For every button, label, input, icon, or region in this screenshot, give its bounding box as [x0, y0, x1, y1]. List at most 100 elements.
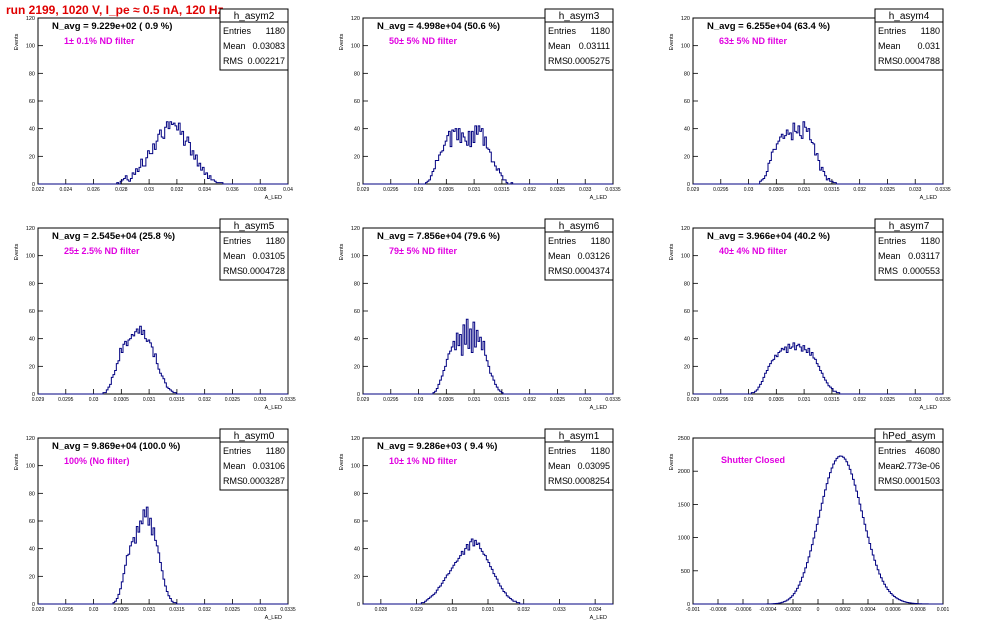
x-tick-label: 0.031: [143, 397, 156, 403]
n-avg-label: N_avg = 4.998e+04 (50.6 %): [377, 21, 500, 32]
y-tick-label: 500: [681, 569, 690, 575]
x-tick-label: 0.0305: [114, 397, 130, 403]
x-tick-label: 0.0008: [910, 607, 926, 613]
x-tick-label: 0.032: [523, 397, 536, 403]
nd-filter-label: Shutter Closed: [721, 455, 785, 465]
y-tick-label: 100: [351, 44, 360, 50]
x-axis-label: A_LED: [590, 405, 607, 411]
x-tick-label: 0.033: [254, 397, 267, 403]
x-tick-label: 0.032: [171, 187, 184, 193]
y-tick-label: 120: [681, 16, 690, 22]
histogram-series: [363, 538, 613, 605]
stats-key-rms: RMS: [223, 56, 243, 66]
x-tick-label: 0.033: [909, 187, 922, 193]
x-tick-label: 0.03: [744, 187, 754, 193]
x-tick-label: 0.0325: [880, 397, 896, 403]
x-axis-label: A_LED: [590, 615, 607, 621]
stats-key-mean: Mean: [878, 461, 901, 471]
x-tick-label: 0.033: [579, 187, 592, 193]
y-tick-label: 0: [32, 392, 35, 398]
stats-value-rms: 0.002217: [247, 56, 285, 66]
y-tick-label: 100: [26, 254, 35, 260]
stats-title: h_asym3: [559, 11, 600, 22]
panel-h_asym5: 0 20 40 60 80 100 120 0.029 0.0295 0.03 0.0305 0.03…: [14, 218, 296, 411]
y-tick-label: 120: [351, 436, 360, 442]
y-tick-label: 80: [354, 281, 360, 287]
y-tick-label: 20: [29, 364, 35, 370]
y-tick-label: 120: [681, 226, 690, 232]
stats-value-entries: 1180: [591, 446, 610, 456]
x-tick-label: 0.0335: [280, 397, 296, 403]
stats-value-entries: 1180: [591, 236, 610, 246]
y-tick-label: 100: [351, 254, 360, 260]
x-axis-label: A_LED: [590, 195, 607, 201]
panel-h_asym1: 0 20 40 60 80 100 120 0.028 0.029 0.03 0.031 0.032 0…: [339, 428, 614, 621]
x-tick-label: 0.031: [482, 607, 495, 613]
x-axis-label: A_LED: [265, 405, 282, 411]
x-tick-label: 0.033: [553, 607, 566, 613]
x-tick-label: 0: [817, 607, 820, 613]
panel-hPed_asym: 0 500 1000 1500 2000 2500 -0.001 -0.0008 -0.0006…: [669, 428, 949, 613]
y-tick-label: 60: [684, 99, 690, 105]
x-tick-label: 0.033: [579, 397, 592, 403]
stats-key-rms: RMS: [548, 56, 568, 66]
x-tick-label: 0.0305: [439, 187, 455, 193]
histogram-series: [38, 325, 288, 395]
n-avg-label: N_avg = 3.966e+04 (40.2 %): [707, 231, 830, 242]
y-tick-label: 20: [354, 154, 360, 160]
x-tick-label: 0.03: [744, 397, 754, 403]
stats-key-entries: Entries: [878, 236, 907, 246]
x-tick-label: 0.031: [798, 397, 811, 403]
y-tick-label: 20: [684, 154, 690, 160]
y-tick-label: 80: [29, 491, 35, 497]
y-tick-label: 0: [357, 602, 360, 608]
stats-value-entries: 1180: [591, 26, 610, 36]
n-avg-label: N_avg = 9.286e+03 ( 9.4 %): [377, 441, 497, 452]
y-tick-label: 60: [354, 99, 360, 105]
x-tick-label: 0.029: [410, 607, 423, 613]
stats-value-mean: 0.03126: [577, 251, 610, 261]
stats-key-rms: RMS: [878, 266, 898, 276]
x-tick-label: 0.03: [414, 187, 424, 193]
y-tick-label: 40: [29, 127, 35, 133]
x-tick-label: 0.031: [468, 187, 481, 193]
stats-title: h_asym5: [234, 221, 275, 232]
y-tick-label: 40: [684, 127, 690, 133]
stats-value-mean: 0.03095: [577, 461, 610, 471]
y-tick-label: 20: [29, 154, 35, 160]
nd-filter-label: 63± 5% ND filter: [719, 36, 787, 46]
x-tick-label: 0.029: [357, 187, 370, 193]
x-tick-label: 0.0325: [225, 607, 241, 613]
x-tick-label: 0.029: [687, 187, 700, 193]
y-tick-label: 0: [357, 182, 360, 188]
x-tick-label: 0.0315: [824, 187, 840, 193]
stats-value-entries: 46080: [915, 446, 940, 456]
y-tick-label: 2000: [678, 469, 690, 475]
y-tick-label: 80: [684, 71, 690, 77]
stats-key-mean: Mean: [548, 251, 571, 261]
x-tick-label: 0.032: [523, 187, 536, 193]
stats-box: [544, 218, 614, 281]
y-tick-label: 20: [354, 574, 360, 580]
stats-value-entries: 1180: [921, 236, 940, 246]
y-tick-label: 0: [687, 602, 690, 608]
y-tick-label: 120: [351, 226, 360, 232]
y-tick-label: 40: [354, 547, 360, 553]
y-tick-label: 120: [26, 436, 35, 442]
x-tick-label: 0.0325: [550, 397, 566, 403]
x-tick-label: 0.032: [517, 607, 530, 613]
x-axis-label: A_LED: [920, 405, 937, 411]
y-axis-label: Events: [669, 243, 675, 260]
y-tick-label: 40: [354, 127, 360, 133]
y-axis-label: Events: [339, 243, 345, 260]
y-tick-label: 100: [351, 464, 360, 470]
stats-value-rms: 0.0004788: [897, 56, 940, 66]
x-tick-label: 0.024: [60, 187, 73, 193]
y-tick-label: 100: [681, 254, 690, 260]
stats-value-mean: 0.03117: [908, 251, 940, 261]
panel-h_asym4: 0 20 40 60 80 100 120 0.029 0.0295 0.03 0.0305 0.03…: [669, 8, 951, 201]
x-tick-label: 0.032: [198, 397, 211, 403]
y-tick-label: 40: [684, 337, 690, 343]
x-tick-label: 0.0315: [169, 607, 185, 613]
